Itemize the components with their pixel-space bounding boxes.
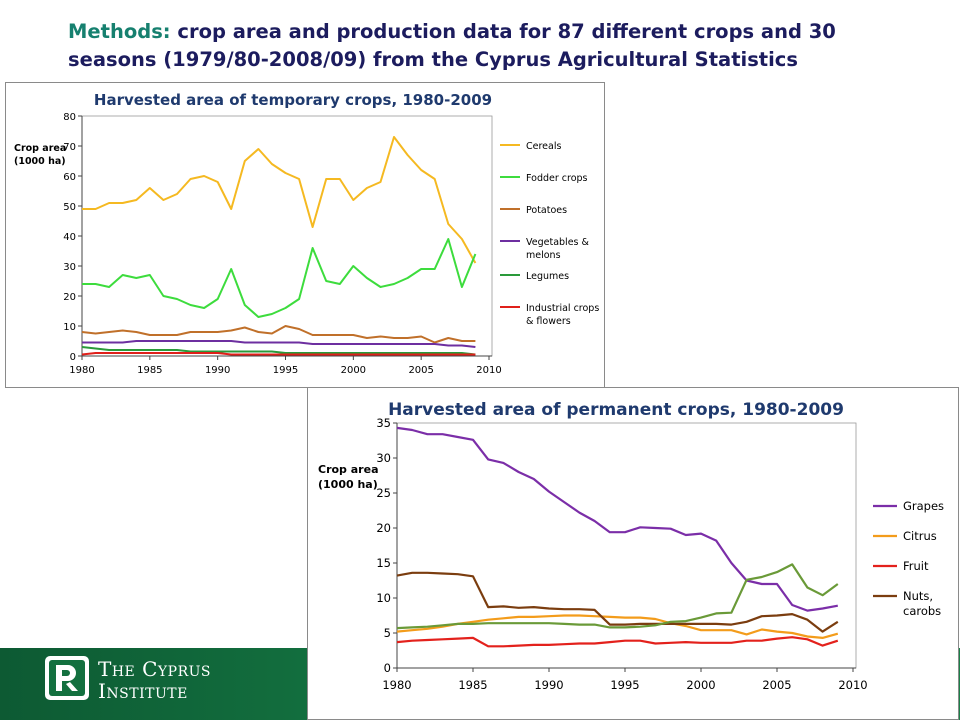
x-tick-label: 1995: [610, 678, 639, 692]
y-tick-label: 15: [376, 556, 391, 570]
y-tick-label: 40: [63, 232, 76, 243]
permanent-crops-chart: Harvested area of permanent crops, 1980-…: [307, 387, 959, 720]
y-tick-label: 20: [376, 521, 391, 535]
chart-title: Harvested area of temporary crops, 1980-…: [94, 91, 492, 109]
y-tick-label: 20: [63, 292, 76, 303]
series-line-legumes: [81, 346, 476, 356]
legend-label-vegetables-melons: melons: [526, 250, 561, 261]
y-tick-label: 0: [384, 661, 391, 675]
permanent-crops-chart-svg: Harvested area of permanent crops, 1980-…: [318, 400, 944, 692]
y-tick-label: 50: [63, 202, 76, 213]
series-line-unlabeled: [396, 563, 839, 630]
series-line-potatoes: [81, 325, 476, 344]
series-line-nuts-carobs: [396, 571, 839, 633]
y-tick-label: 35: [376, 416, 391, 430]
legend-label-legumes: Legumes: [526, 271, 569, 282]
institute-name-line-2: Institute: [98, 679, 188, 703]
y-axis-label: Crop area: [14, 143, 66, 154]
y-tick-label: 5: [384, 626, 391, 640]
legend-label-vegetables-melons: Vegetables &: [526, 237, 590, 248]
x-tick-label: 1980: [69, 365, 94, 376]
x-tick-label: 2000: [686, 678, 715, 692]
y-tick-label: 60: [63, 172, 76, 183]
x-tick-label: 2005: [408, 365, 433, 376]
series-line-vegetables-melons: [82, 340, 476, 348]
y-axis-label: Crop area: [318, 463, 379, 476]
y-tick-label: 25: [376, 486, 391, 500]
x-tick-label: 2010: [476, 365, 501, 376]
plot-area-border: [81, 115, 493, 357]
legend-label-industrial-crops-flowers: Industrial crops: [526, 303, 599, 314]
x-tick-label: 2010: [838, 678, 867, 692]
series-line-fruit: [396, 636, 839, 648]
y-axis-label: (1000 ha): [318, 478, 378, 491]
legend-label-potatoes: Potatoes: [526, 205, 567, 216]
heading-text-2: seasons (1979/80-2008/09) from the Cypru…: [68, 48, 798, 71]
legend-label-cereals: Cereals: [526, 141, 561, 152]
heading-label: Methods:: [68, 20, 171, 43]
series-line-grapes: [396, 426, 838, 612]
x-tick-label: 1985: [458, 678, 487, 692]
y-tick-label: 10: [63, 322, 76, 333]
legend-label-fodder-crops: Fodder crops: [526, 173, 588, 184]
x-tick-label: 2005: [762, 678, 791, 692]
y-tick-label: 30: [63, 262, 76, 273]
chart-title: Harvested area of permanent crops, 1980-…: [388, 400, 844, 420]
heading-text-1: crop area and production data for 87 dif…: [177, 20, 836, 43]
institute-name: The Cyprus Institute: [98, 658, 211, 702]
y-tick-label: 30: [376, 451, 391, 465]
y-tick-label: 0: [70, 352, 76, 363]
series-line-cereals: [82, 136, 477, 264]
series-line-industrial-crops-flowers: [81, 352, 476, 356]
heading-line-1: Methods: crop area and production data f…: [68, 18, 928, 46]
cyprus-institute-logo-icon: [45, 656, 89, 700]
x-tick-label: 1980: [382, 678, 411, 692]
x-tick-label: 1995: [273, 365, 298, 376]
legend-label-nuts-carobs: Nuts,: [903, 589, 933, 603]
legend-label-grapes: Grapes: [903, 499, 944, 513]
legend-label-industrial-crops-flowers: & flowers: [526, 316, 571, 327]
institute-name-line-1: The Cyprus: [98, 657, 212, 681]
x-tick-label: 1990: [534, 678, 563, 692]
y-tick-label: 10: [376, 591, 391, 605]
x-tick-label: 1985: [137, 365, 162, 376]
temporary-crops-chart-svg: Harvested area of temporary crops, 1980-…: [14, 91, 599, 376]
plot-area-border: [396, 422, 857, 669]
legend-label-citrus: Citrus: [903, 529, 937, 543]
temporary-crops-chart: Harvested area of temporary crops, 1980-…: [5, 82, 605, 388]
series-line-fodder-crops: [82, 238, 477, 318]
legend-label-fruit: Fruit: [903, 559, 929, 573]
legend-label-nuts-carobs: carobs: [903, 604, 941, 618]
x-tick-label: 1990: [205, 365, 230, 376]
x-tick-label: 2000: [341, 365, 366, 376]
series-line-citrus: [396, 614, 839, 639]
y-axis-label: (1000 ha): [14, 156, 66, 167]
y-tick-label: 70: [63, 142, 76, 153]
y-tick-label: 80: [63, 112, 76, 123]
slide-heading: Methods: crop area and production data f…: [68, 18, 928, 74]
